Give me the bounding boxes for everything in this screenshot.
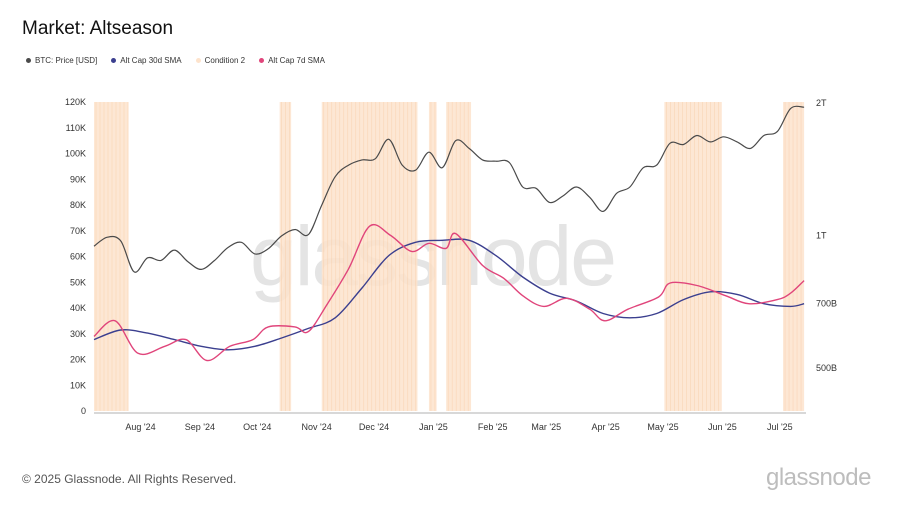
y-right-tick-label: 500B <box>816 363 837 373</box>
condition-band-4 <box>446 102 472 411</box>
y-left-tick-label: 100K <box>65 149 86 159</box>
legend-label-condition: Condition 2 <box>204 56 246 65</box>
legend-dot-alt7 <box>259 58 265 63</box>
legend-item-alt30[interactable]: Alt Cap 30d SMA <box>111 56 182 65</box>
y-left-tick-label: 10K <box>70 380 86 390</box>
legend-dot-alt30 <box>111 58 117 63</box>
x-tick-label: Jun '25 <box>708 422 737 432</box>
alt-cap-7d-line <box>93 224 805 362</box>
x-tick-label: May '25 <box>647 422 678 432</box>
legend-dot-btc <box>26 58 31 63</box>
condition-band-2 <box>321 102 418 411</box>
y-left-tick-label: 30K <box>70 329 86 339</box>
y-left-tick-label: 70K <box>70 226 86 236</box>
x-tick-label: Jan '25 <box>419 422 448 432</box>
y-right-tick-label: 700B <box>816 299 837 309</box>
x-tick-label: Oct '24 <box>243 422 271 432</box>
legend-item-condition[interactable]: Condition 2 <box>195 56 246 65</box>
page-title: Market: Altseason <box>22 18 174 39</box>
y-left-tick-label: 90K <box>70 174 86 184</box>
legend-label-btc: BTC: Price [USD] <box>35 56 98 65</box>
y-left-tick-label: 110K <box>66 123 86 133</box>
y-left-tick-label: 60K <box>70 252 86 262</box>
legend-label-alt30: Alt Cap 30d SMA <box>120 56 182 65</box>
x-tick-label: Nov '24 <box>302 422 332 432</box>
legend-item-alt7[interactable]: Alt Cap 7d SMA <box>259 56 325 65</box>
x-tick-label: Jul '25 <box>767 422 793 432</box>
x-tick-label: Mar '25 <box>531 422 561 432</box>
y-left-tick-label: 120K <box>65 97 86 107</box>
y-left-tick-label: 80K <box>70 200 86 210</box>
x-tick-label: Apr '25 <box>592 422 620 432</box>
x-tick-label: Aug '24 <box>125 422 155 432</box>
legend-item-btc[interactable]: BTC: Price [USD] <box>26 56 97 65</box>
brand-logo-text: glassnode <box>766 464 871 491</box>
x-tick-label: Sep '24 <box>185 422 215 432</box>
condition-bands <box>94 102 805 411</box>
condition-band-6 <box>783 102 805 411</box>
legend-label-alt7: Alt Cap 7d SMA <box>268 56 326 65</box>
btc-price-line <box>93 105 805 273</box>
y-right-tick-label: 2T <box>816 98 827 108</box>
copyright-text: © 2025 Glassnode. All Rights Reserved. <box>22 472 237 486</box>
legend-dot-condition <box>195 58 201 63</box>
condition-band-3 <box>428 102 437 411</box>
y-axis-left-labels: 0 10K 20K 30K 40K 50K 60K 70K 80K 90K 100K 110K 120K <box>65 97 86 416</box>
condition-band-0 <box>94 102 129 411</box>
chart-series <box>93 105 805 362</box>
condition-band-5 <box>664 102 722 411</box>
y-left-tick-label: 40K <box>70 303 86 313</box>
y-left-tick-label: 50K <box>70 277 86 287</box>
alt-cap-30d-line <box>93 238 805 351</box>
y-left-tick-label: 0 <box>81 406 86 416</box>
y-left-tick-label: 20K <box>70 355 86 365</box>
x-axis-labels: Aug '24 Sep '24 Oct '24 Nov '24 Dec '24 Jan '… <box>125 422 792 432</box>
y-right-tick-label: 1T <box>816 231 827 241</box>
x-tick-label: Dec '24 <box>359 422 389 432</box>
x-tick-label: Feb '25 <box>478 422 508 432</box>
y-axis-right-labels: 500B 700B 1T 2T <box>816 98 837 373</box>
chart-legend: BTC: Price [USD] Alt Cap 30d SMA Conditi… <box>26 56 325 65</box>
